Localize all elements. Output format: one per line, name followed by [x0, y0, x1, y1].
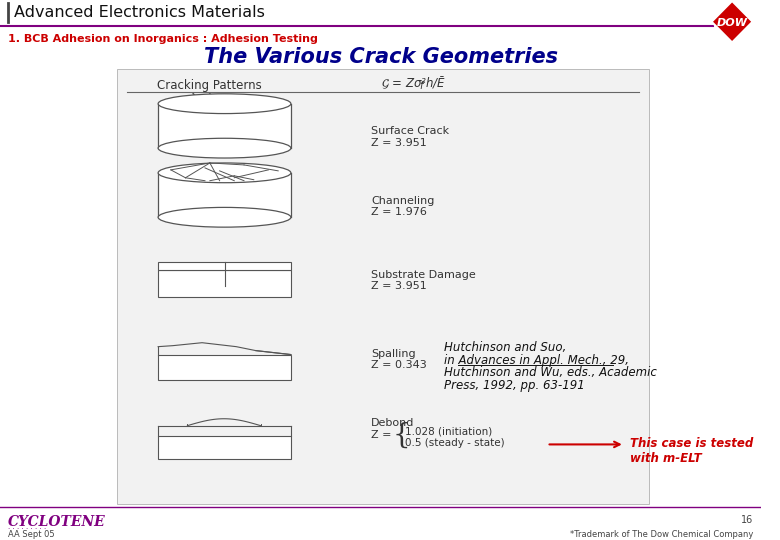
Text: This case is tested
with m-ELT: This case is tested with m-ELT	[629, 436, 753, 464]
Bar	[158, 269, 291, 298]
Text: Hutchinson and Wu, eds., Academic: Hutchinson and Wu, eds., Academic	[444, 367, 657, 380]
Bar	[158, 436, 291, 459]
Text: Advanced Electronics Materials: Advanced Electronics Materials	[14, 5, 264, 21]
Ellipse shape	[158, 163, 291, 183]
Text: Z = 3.951: Z = 3.951	[371, 138, 427, 149]
Text: Spalling: Spalling	[371, 349, 416, 359]
Text: · · · · · · · · ·: · · · · · · · · ·	[8, 526, 46, 532]
Text: Z = 3.951: Z = 3.951	[371, 281, 427, 292]
Ellipse shape	[158, 138, 291, 158]
Bar	[158, 262, 291, 269]
Text: 1.028 (initiation): 1.028 (initiation)	[405, 427, 492, 437]
Bar	[158, 355, 291, 380]
Text: 16: 16	[741, 515, 753, 524]
Text: Hutchinson and Suo,: Hutchinson and Suo,	[444, 341, 566, 354]
FancyBboxPatch shape	[117, 69, 649, 504]
Text: Channeling: Channeling	[371, 195, 434, 206]
Polygon shape	[158, 104, 291, 148]
Text: Press, 1992, pp. 63-191: Press, 1992, pp. 63-191	[444, 379, 585, 392]
Text: {: {	[392, 422, 410, 449]
Text: DOW: DOW	[717, 18, 747, 28]
Text: in Advances in Appl. Mech., 29,: in Advances in Appl. Mech., 29,	[444, 354, 629, 367]
Text: The Various Crack Geometries: The Various Crack Geometries	[204, 48, 558, 68]
Text: CYCLOTENE: CYCLOTENE	[8, 515, 105, 529]
Text: Substrate Damage: Substrate Damage	[371, 269, 476, 280]
Text: *Trademark of The Dow Chemical Company: *Trademark of The Dow Chemical Company	[570, 530, 753, 539]
Text: f: f	[420, 81, 423, 91]
Polygon shape	[158, 173, 291, 217]
Ellipse shape	[158, 207, 291, 227]
Text: $\mathcal{G}$ = Zσ²h/Ē: $\mathcal{G}$ = Zσ²h/Ē	[381, 75, 446, 91]
Text: Cracking Patterns: Cracking Patterns	[158, 79, 262, 92]
Text: Z = 1.976: Z = 1.976	[371, 207, 427, 218]
Text: Debond: Debond	[371, 418, 414, 428]
Text: 1. BCB Adhesion on Inorganics : Adhesion Testing: 1. BCB Adhesion on Inorganics : Adhesion…	[8, 33, 317, 44]
Text: Z = 0.343: Z = 0.343	[371, 361, 427, 370]
Text: Z =: Z =	[371, 430, 392, 440]
Polygon shape	[711, 1, 753, 43]
Text: Surface Crack: Surface Crack	[371, 126, 449, 137]
Ellipse shape	[158, 94, 291, 113]
Text: AA Sept 05: AA Sept 05	[8, 530, 55, 539]
Text: 0.5 (steady - state): 0.5 (steady - state)	[405, 437, 505, 448]
